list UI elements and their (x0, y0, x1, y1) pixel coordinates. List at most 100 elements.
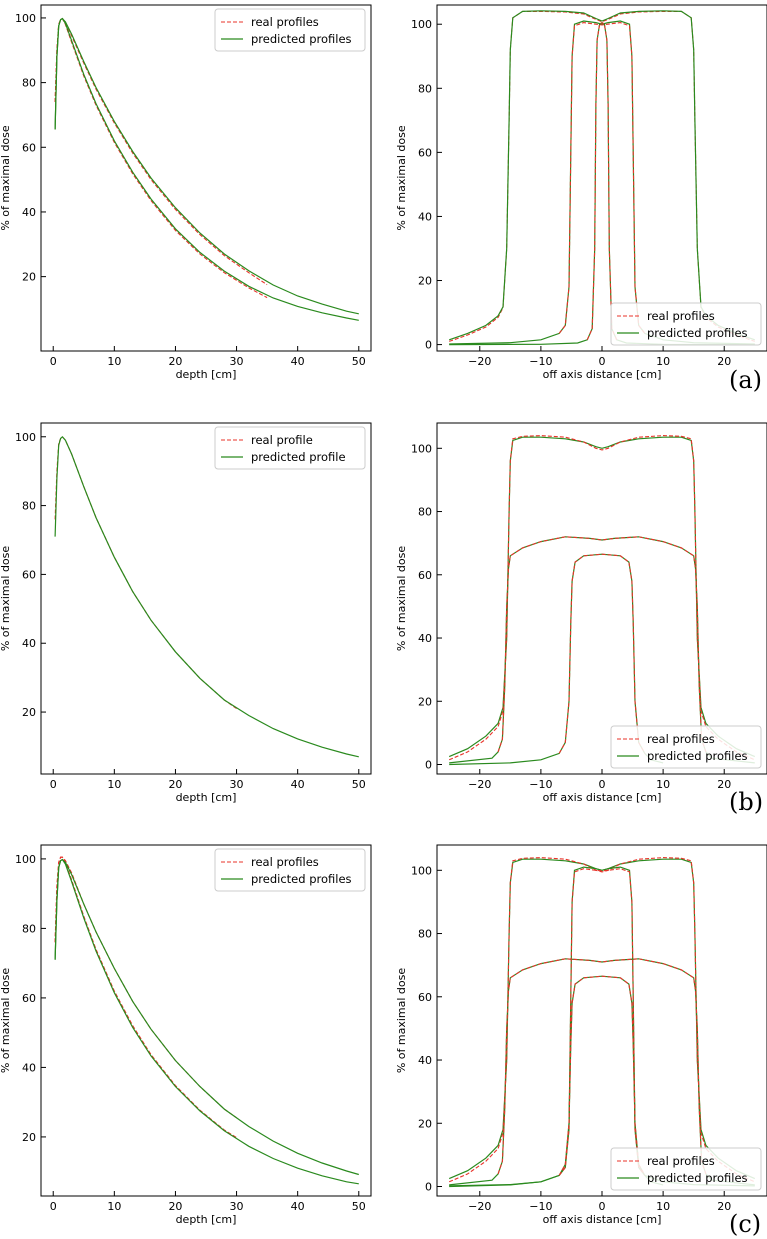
x-tick-label: 20 (717, 1200, 731, 1213)
y-tick-label: 100 (15, 431, 36, 444)
x-tick-label: 10 (656, 355, 670, 368)
panel-label-c: (c) (729, 1210, 761, 1238)
y-tick-label: 20 (22, 271, 36, 284)
y-axis-label: % of maximal dose (0, 968, 12, 1074)
legend-box (214, 8, 366, 52)
y-tick-label: 20 (418, 695, 432, 708)
chart-a-profile: −20 −10 0 10 20 0 20 40 60 80 100 off axis distance… (395, 4, 767, 381)
x-tick-label: 10 (656, 778, 670, 791)
y-tick-label: 20 (22, 706, 36, 719)
chart-b-depth: 0 10 20 30 40 50 20 40 60 80 100 depth [cm] % of max… (0, 422, 372, 804)
legend-box (610, 1147, 762, 1191)
y-tick-label: 100 (411, 442, 432, 455)
series-predicted-0 (448, 858, 756, 1180)
series-predicted-4 (449, 21, 755, 346)
series-real-3 (497, 958, 707, 1175)
y-tick-label: 60 (418, 146, 432, 159)
legend-label-real: real profile (251, 433, 313, 447)
chart-c-profile: −20 −10 0 10 20 0 20 40 60 80 100 off axis distance… (395, 844, 767, 1226)
series-real-5 (558, 553, 646, 754)
legend: real profile predicted profile (214, 426, 366, 470)
x-axis-label: depth [cm] (176, 791, 237, 804)
x-tick-label: 10 (656, 1200, 670, 1213)
y-tick-label: 60 (418, 991, 432, 1004)
x-axis-label: off axis distance [cm] (543, 791, 662, 804)
panel-label-a: (a) (729, 366, 762, 394)
y-tick-label: 40 (418, 210, 432, 223)
legend-label-real: real profiles (647, 732, 715, 746)
plot-frame (436, 4, 767, 352)
plot-frame (436, 844, 767, 1197)
x-axis-label: off axis distance [cm] (543, 368, 662, 381)
x-tick-label: 20 (717, 778, 731, 791)
x-tick-label: 20 (168, 1200, 182, 1213)
x-tick-label: 40 (291, 778, 305, 791)
x-tick-label: 40 (291, 1200, 305, 1213)
series-predicted-3 (54, 858, 359, 1185)
x-tick-label: 20 (717, 355, 731, 368)
x-tick-label: 20 (168, 355, 182, 368)
x-tick-label: 0 (599, 778, 606, 791)
y-tick-label: 80 (418, 506, 432, 519)
series-real-3 (558, 22, 646, 334)
legend-label-predicted: predicted profile (251, 450, 346, 464)
series-real-1 (54, 856, 237, 1139)
y-tick-label: 20 (418, 275, 432, 288)
series-real-0 (54, 436, 237, 710)
series-predicted-3 (54, 17, 359, 321)
y-tick-label: 0 (425, 1181, 432, 1194)
y-tick-label: 20 (22, 1131, 36, 1144)
x-tick-label: 0 (599, 1200, 606, 1213)
y-axis-label: % of maximal dose (0, 125, 12, 231)
y-tick-label: 80 (418, 82, 432, 95)
x-tick-label: 0 (50, 778, 57, 791)
plot-frame (40, 422, 372, 775)
x-tick-label: 50 (352, 778, 366, 791)
legend-label-predicted: predicted profiles (251, 872, 352, 886)
series-predicted-1 (54, 435, 359, 758)
chart-c-depth: 0 10 20 30 40 50 20 40 60 80 100 depth [cm] % of max… (0, 844, 372, 1226)
x-tick-label: 0 (50, 355, 57, 368)
legend: real profiles predicted profiles (610, 725, 762, 769)
x-tick-label: −10 (529, 778, 552, 791)
y-tick-label: 60 (418, 569, 432, 582)
y-tick-label: 60 (22, 992, 36, 1005)
x-tick-label: −10 (529, 1200, 552, 1213)
series-real-7 (558, 975, 646, 1176)
legend-label-predicted: predicted profiles (647, 1171, 748, 1185)
x-axis-label: depth [cm] (176, 368, 237, 381)
plot-frame (436, 422, 767, 775)
legend: real profiles predicted profiles (610, 1147, 762, 1191)
y-tick-label: 80 (418, 928, 432, 941)
y-tick-label: 100 (15, 12, 36, 25)
x-tick-label: 50 (352, 1200, 366, 1213)
legend-box (214, 848, 366, 892)
legend-box (610, 725, 762, 769)
y-axis-label: % of maximal dose (395, 968, 408, 1074)
legend-label-predicted: predicted profiles (251, 32, 352, 46)
y-axis-label: % of maximal dose (395, 546, 408, 652)
x-tick-label: −20 (468, 778, 491, 791)
x-axis-label: off axis distance [cm] (543, 1213, 662, 1226)
series-real-0 (54, 17, 268, 286)
x-tick-label: 50 (352, 355, 366, 368)
y-tick-label: 100 (15, 853, 36, 866)
y-tick-label: 40 (418, 632, 432, 645)
series-real-5 (558, 868, 646, 1176)
legend: real profiles predicted profiles (214, 848, 366, 892)
y-tick-label: 0 (425, 339, 432, 352)
y-tick-label: 60 (22, 141, 36, 154)
y-axis-label: % of maximal dose (395, 125, 408, 231)
x-tick-label: −20 (468, 1200, 491, 1213)
legend-label-real: real profiles (251, 855, 319, 869)
series-predicted-4 (449, 866, 755, 1187)
legend-label-real: real profiles (647, 1154, 715, 1168)
legend-box (610, 302, 762, 346)
x-tick-label: 30 (230, 1200, 244, 1213)
series-real-1 (448, 857, 756, 1183)
x-tick-label: 0 (50, 1200, 57, 1213)
x-tick-label: 0 (599, 355, 606, 368)
x-tick-label: 20 (168, 778, 182, 791)
legend-label-real: real profiles (251, 15, 319, 29)
